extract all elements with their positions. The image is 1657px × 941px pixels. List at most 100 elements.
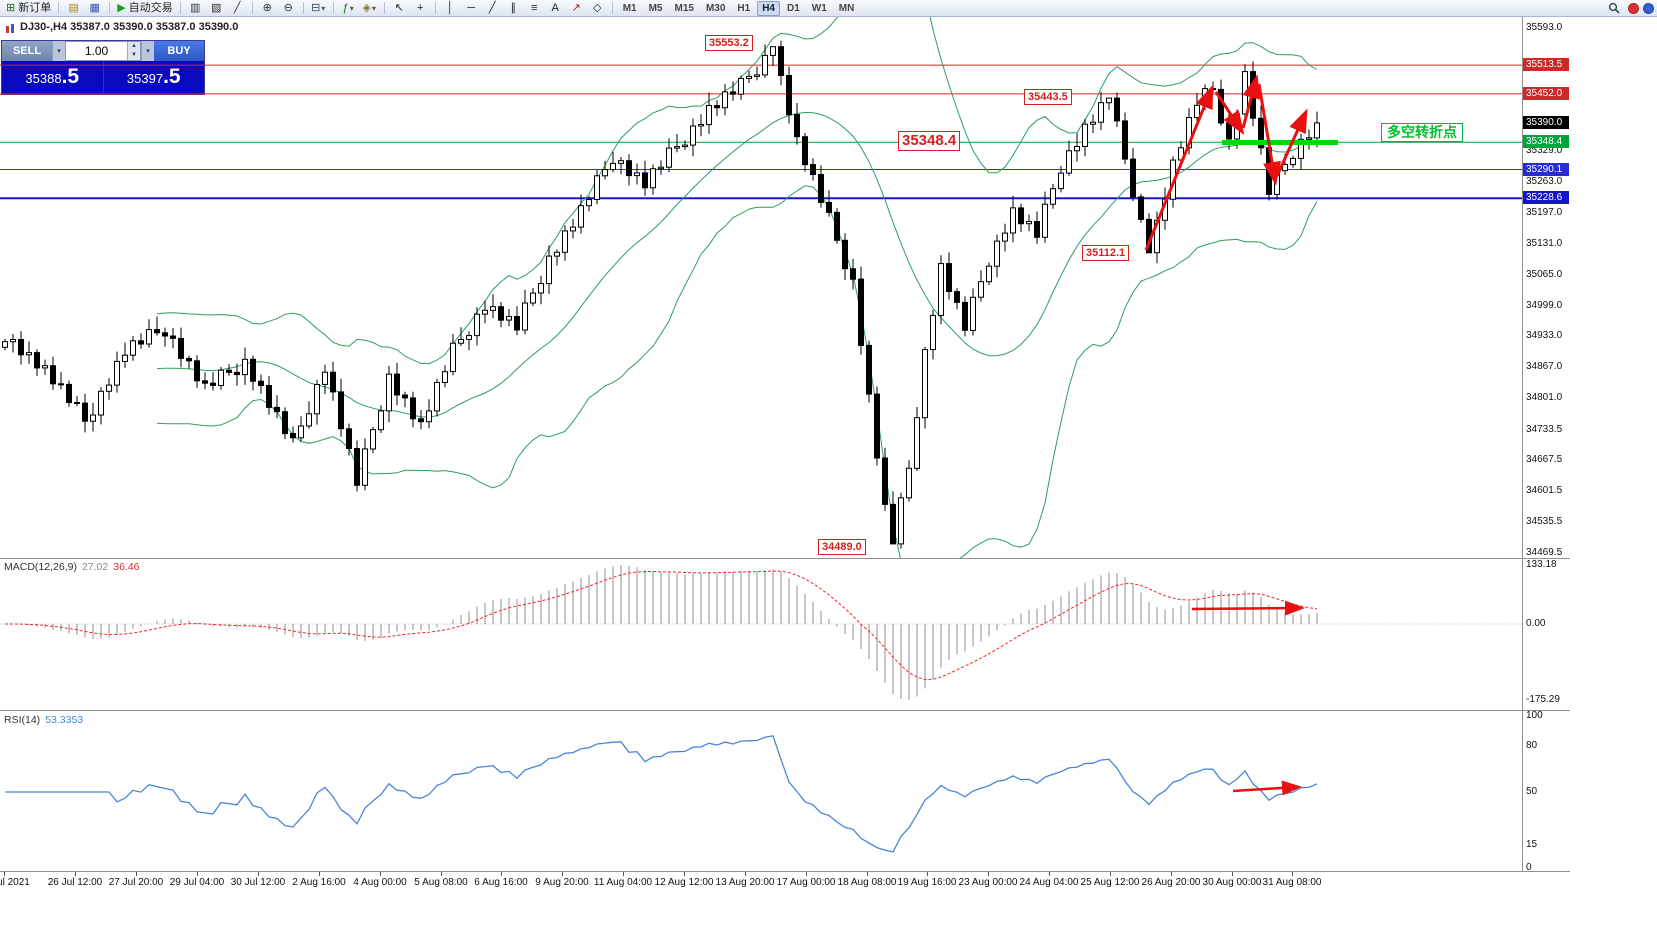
time-label: 25 Aug 12:00 [1080, 877, 1140, 888]
buy-price-main: 35397 [126, 71, 164, 86]
time-label: 18 Aug 08:00 [837, 877, 897, 888]
price-tick: 34733.5 [1526, 424, 1563, 435]
time-label: 27 Jul 20:00 [108, 877, 164, 888]
macd-label: MACD(12,26,9) 27.02 36.46 [4, 561, 140, 573]
time-tick [380, 872, 381, 876]
symbol-info: DJ30-,H4 35387.0 35390.0 35387.0 35390.0 [20, 21, 239, 33]
turning-point-note[interactable]: 多空转折点 [1381, 123, 1463, 142]
timeframe-button-D1[interactable]: D1 [787, 2, 800, 14]
pane-divider[interactable] [0, 558, 1570, 559]
buy-dropdown-caret-icon[interactable]: ▾ [141, 41, 154, 61]
price-annotation-label[interactable]: 35443.5 [1024, 89, 1072, 105]
chevron-down-icon[interactable]: ▾ [371, 3, 376, 13]
time-label: 11 Aug 04:00 [593, 877, 653, 888]
timeframe-button-M30[interactable]: M30 [705, 2, 726, 14]
channel-icon: ∥ [510, 1, 516, 14]
sell-price-pip: .5 [61, 65, 80, 88]
spinner-down-icon[interactable]: ▼ [128, 51, 140, 60]
time-tick [867, 872, 868, 876]
price-tick: 34999.0 [1526, 300, 1563, 311]
price-badge: 35452.0 [1523, 87, 1569, 100]
cursor-button[interactable]: ↖ [390, 1, 409, 16]
price-tick: 34667.5 [1526, 454, 1563, 465]
tile-windows-button[interactable]: ⊟ ▾ [309, 1, 328, 16]
sell-button[interactable]: SELL [2, 41, 52, 61]
new-order-button[interactable]: ⊞ 新订单 [4, 1, 53, 16]
time-tick [988, 872, 989, 876]
price-tick: 35197.0 [1526, 207, 1563, 218]
zoom-out-button[interactable]: ⊖ [279, 1, 298, 16]
price-badge: 35348.4 [1523, 135, 1569, 148]
price-tick: 35329.0 [1526, 145, 1563, 156]
bars-chart-button[interactable]: ▥ [186, 1, 205, 16]
time-label: 2 Aug 16:00 [292, 877, 346, 888]
pane-divider[interactable] [0, 710, 1570, 711]
autotrading-button[interactable]: ▶ 自动交易 [115, 1, 174, 16]
timeframe-button-MN[interactable]: MN [838, 2, 855, 14]
chevron-down-icon[interactable]: ▾ [349, 3, 354, 13]
crosshair-button[interactable]: + [411, 1, 430, 16]
time-tick [1232, 872, 1233, 876]
timeframe-button-W1[interactable]: W1 [811, 2, 827, 14]
line-chart-button[interactable]: ╱ [228, 1, 247, 16]
price-annotation-label[interactable]: 35553.2 [705, 35, 753, 51]
price-annotation-label[interactable]: 34489.0 [818, 539, 866, 555]
arrow-tool-button[interactable]: ↗ [567, 1, 586, 16]
time-label: 19 Aug 16:00 [897, 877, 957, 888]
vline-button[interactable]: │ [441, 1, 460, 16]
profiles-button[interactable]: ▤ [64, 1, 83, 16]
fibo-button[interactable]: ≡ [525, 1, 544, 16]
notification-badge-blue[interactable] [1643, 2, 1654, 14]
time-tick [806, 872, 807, 876]
arrow-tool-icon: ↗ [571, 1, 581, 14]
volume-input[interactable] [66, 42, 127, 60]
line-chart-icon: ╱ [233, 1, 241, 14]
price-tick: 35131.0 [1526, 238, 1563, 249]
time-label: 17 Aug 00:00 [776, 877, 836, 888]
trendline-button[interactable]: ╱ [483, 1, 502, 16]
time-tick [319, 872, 320, 876]
time-label: 30 Aug 00:00 [1202, 877, 1262, 888]
time-label: 12 Aug 12:00 [654, 877, 714, 888]
tile-windows-icon: ⊟ [311, 1, 321, 14]
sell-price[interactable]: 35388.5 [2, 61, 103, 94]
timeframe-button-M5[interactable]: M5 [648, 2, 663, 14]
profiles-icon: ▤ [68, 1, 79, 14]
new-order-icon: ⊞ [6, 1, 16, 14]
objects-button[interactable]: ◈ ▾ [360, 1, 379, 16]
buy-price[interactable]: 35397.5 [102, 61, 205, 94]
macd-tick: 133.18 [1526, 559, 1557, 570]
price-annotation-label[interactable]: 35112.1 [1082, 245, 1130, 261]
zoom-in-button[interactable]: ⊕ [258, 1, 277, 16]
text-button[interactable]: A [546, 1, 565, 16]
timeframe-button-H4[interactable]: H4 [757, 0, 780, 16]
charts-button[interactable]: ▦ [85, 1, 104, 16]
timeframe-button-M1[interactable]: M1 [622, 2, 637, 14]
spinner-up-icon[interactable]: ▲ [128, 42, 140, 51]
time-tick [1292, 872, 1293, 876]
time-label: 31 Aug 08:00 [1262, 877, 1322, 888]
chevron-down-icon[interactable]: ▾ [321, 3, 326, 13]
time-tick [684, 872, 685, 876]
price-tick: 34801.0 [1526, 392, 1563, 403]
macd-tick: -175.29 [1526, 694, 1560, 705]
buy-button[interactable]: BUY [154, 41, 204, 61]
shapes-button[interactable]: ◇ [588, 1, 607, 16]
search-button[interactable] [1604, 1, 1623, 16]
time-label: 23 Aug 00:00 [958, 877, 1018, 888]
price-annotation-label[interactable]: 35348.4 [898, 131, 961, 151]
notification-badge-red[interactable] [1628, 2, 1639, 14]
rsi-tick: 0 [1526, 862, 1532, 873]
time-label: 4 Aug 00:00 [353, 877, 407, 888]
timeframe-button-H1[interactable]: H1 [737, 2, 751, 14]
timeframe-button-M15[interactable]: M15 [674, 2, 694, 14]
indicators-button[interactable]: ƒ ▾ [339, 1, 358, 16]
volume-spinner[interactable]: ▲ ▼ [127, 42, 140, 60]
channel-button[interactable]: ∥ [504, 1, 523, 16]
time-tick [927, 872, 928, 876]
candles-chart-button[interactable]: ▧ [207, 1, 226, 16]
sell-dropdown-caret-icon[interactable]: ▾ [52, 41, 65, 61]
price-tick: 35593.0 [1526, 22, 1563, 33]
toolbar: ⊞ 新订单 ▤ ▦ ▶ 自动交易 ▥ ▧ ╱ ⊕ ⊖ ⊟ ▾ ƒ ▾ ◈ ▾ ↖ + │ ─ ╱ ∥ ≡ A ↗ ◇ M1 M5 M15 M… [0, 0, 1657, 17]
hline-button[interactable]: ─ [462, 1, 481, 16]
